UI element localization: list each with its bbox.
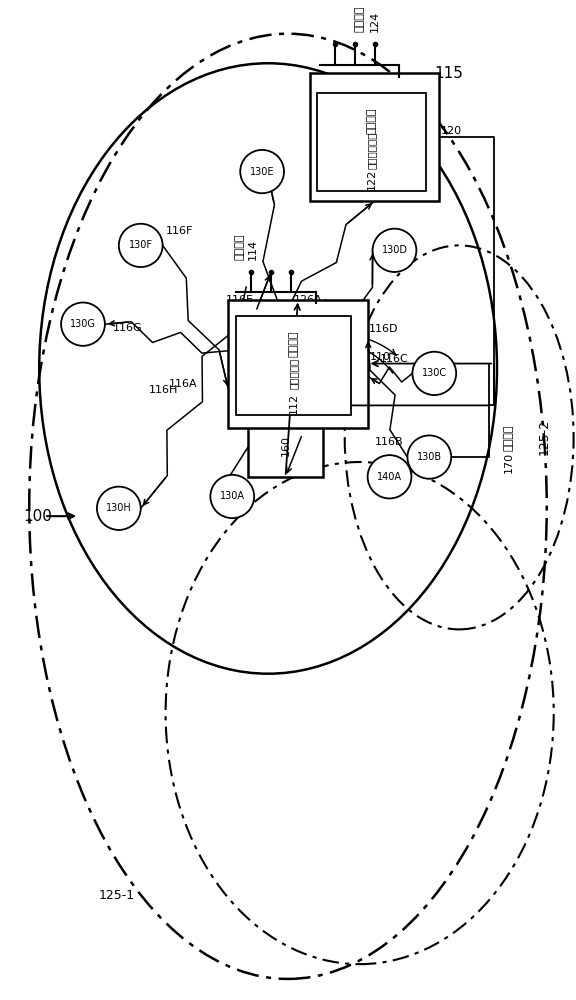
Bar bbox=[248, 334, 323, 477]
Text: 116C: 116C bbox=[380, 354, 408, 364]
Circle shape bbox=[61, 303, 105, 346]
Text: 160: 160 bbox=[281, 435, 290, 456]
Bar bbox=[310, 73, 439, 201]
Text: 130C: 130C bbox=[422, 368, 447, 378]
Text: 自适应管理器: 自适应管理器 bbox=[366, 131, 377, 169]
Text: 116G: 116G bbox=[113, 323, 142, 333]
Text: 通信信道: 通信信道 bbox=[504, 424, 514, 451]
Circle shape bbox=[240, 150, 284, 193]
Text: 125-1: 125-1 bbox=[99, 889, 135, 902]
Text: 170: 170 bbox=[504, 451, 514, 473]
Text: 125-2: 125-2 bbox=[537, 419, 550, 455]
Text: 通信信道: 通信信道 bbox=[281, 371, 290, 397]
Text: 110: 110 bbox=[370, 352, 391, 362]
Text: 130E: 130E bbox=[250, 167, 274, 177]
Text: 130H: 130H bbox=[106, 503, 132, 513]
Text: 天线阵列: 天线阵列 bbox=[355, 5, 365, 32]
Bar bbox=[317, 93, 426, 191]
Text: 130D: 130D bbox=[381, 245, 407, 255]
Text: 120: 120 bbox=[441, 126, 463, 136]
Text: 116I: 116I bbox=[338, 383, 362, 393]
Text: 无线网络: 无线网络 bbox=[366, 107, 377, 134]
Text: 无线网络: 无线网络 bbox=[289, 331, 298, 357]
Bar bbox=[228, 300, 367, 428]
Text: 100: 100 bbox=[23, 509, 52, 524]
Circle shape bbox=[97, 487, 141, 530]
Text: 天线阵列: 天线阵列 bbox=[234, 234, 244, 260]
Text: 116D: 116D bbox=[369, 324, 398, 334]
Text: 116B: 116B bbox=[374, 437, 403, 447]
Text: 124: 124 bbox=[370, 11, 380, 32]
Text: 130G: 130G bbox=[70, 319, 96, 329]
Text: 116E: 116E bbox=[226, 295, 254, 305]
Bar bbox=[236, 316, 351, 415]
Text: 130A: 130A bbox=[220, 491, 245, 501]
Text: 116A: 116A bbox=[169, 379, 198, 389]
Text: 116F: 116F bbox=[165, 226, 193, 236]
Text: 140A: 140A bbox=[377, 472, 402, 482]
Circle shape bbox=[210, 475, 254, 518]
Text: 126A: 126A bbox=[294, 295, 322, 305]
Text: 115: 115 bbox=[435, 66, 464, 81]
Circle shape bbox=[367, 455, 411, 498]
Text: 112: 112 bbox=[289, 392, 298, 414]
Circle shape bbox=[119, 224, 162, 267]
Text: 130B: 130B bbox=[417, 452, 442, 462]
Circle shape bbox=[407, 435, 451, 479]
Text: 114: 114 bbox=[248, 239, 258, 260]
Text: 130F: 130F bbox=[128, 240, 153, 250]
Circle shape bbox=[373, 229, 416, 272]
Text: 覆盖管理器: 覆盖管理器 bbox=[289, 358, 298, 389]
Text: 122: 122 bbox=[366, 169, 377, 190]
Circle shape bbox=[412, 352, 456, 395]
Text: 116H: 116H bbox=[149, 385, 178, 395]
